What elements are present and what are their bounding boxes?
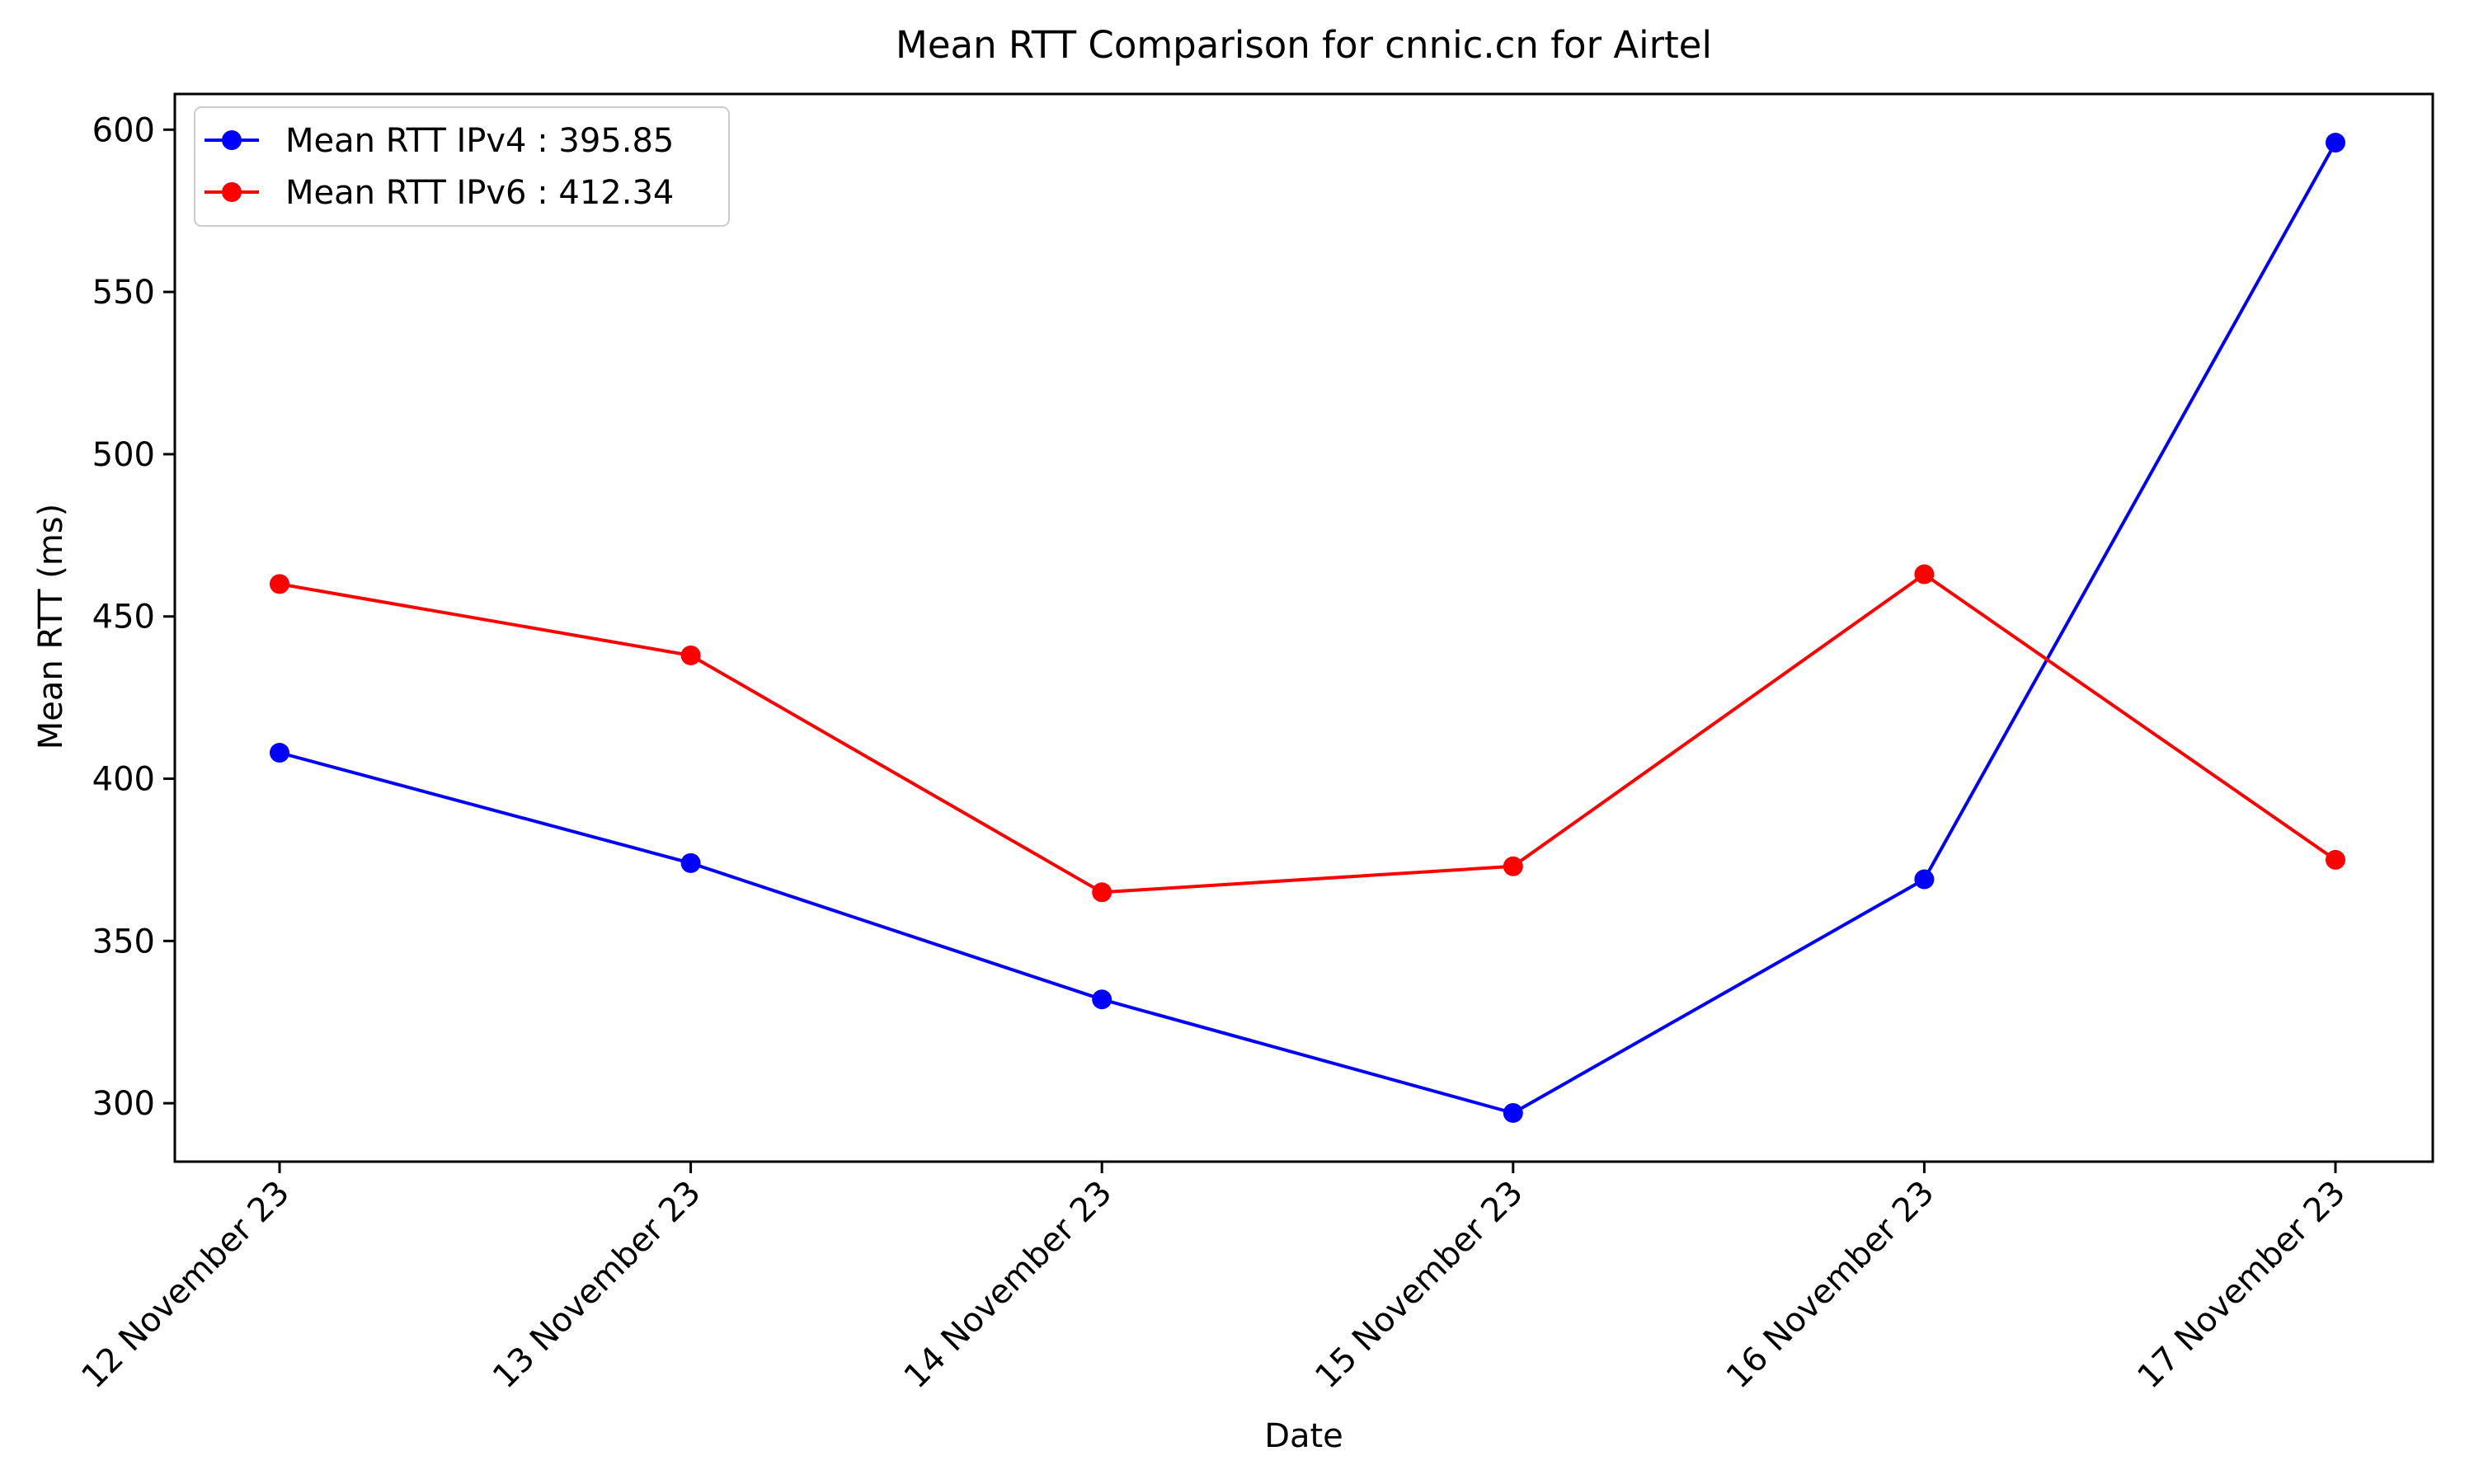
y-tick-label: 550 <box>92 274 155 312</box>
y-tick-label: 400 <box>92 761 155 799</box>
data-point <box>2326 133 2345 153</box>
data-point <box>680 852 701 873</box>
legend-label: Mean RTT IPv4 : 395.85 <box>285 122 674 160</box>
chart-title: Mean RTT Comparison for cnnic.cn for Air… <box>896 23 1712 67</box>
data-point <box>1503 1102 1523 1123</box>
x-axis-label: Date <box>1264 1417 1343 1455</box>
legend: Mean RTT IPv4 : 395.85 Mean RTT IPv6 : 41… <box>194 106 730 227</box>
legend-marker <box>222 130 242 150</box>
x-tick-label: 17 November 23 <box>2130 1174 2353 1397</box>
y-tick-label: 350 <box>92 923 155 960</box>
x-tick-label: 12 November 23 <box>74 1174 297 1397</box>
x-tick-label: 14 November 23 <box>897 1174 1120 1397</box>
data-point <box>270 743 289 763</box>
legend-marker <box>222 182 242 202</box>
y-tick-label: 500 <box>92 436 155 474</box>
data-point <box>1914 869 1935 890</box>
plot-area <box>175 94 2433 1162</box>
series-layer <box>270 133 2345 1123</box>
x-tick-label: 15 November 23 <box>1308 1174 1531 1397</box>
series-line-ipv6 <box>279 572 2337 895</box>
data-point <box>2326 849 2345 870</box>
data-point <box>1914 564 1935 585</box>
legend-box <box>194 106 730 227</box>
x-tick-label: 16 November 23 <box>1719 1174 1942 1397</box>
y-tick-label: 600 <box>92 111 155 149</box>
data-point <box>1503 856 1523 876</box>
plot-frame <box>173 92 2434 1163</box>
data-point <box>270 574 289 594</box>
legend-label: Mean RTT IPv6 : 412.34 <box>285 174 674 212</box>
data-point <box>1092 989 1112 1010</box>
y-tick-label: 450 <box>92 599 155 636</box>
data-point <box>1092 882 1112 903</box>
series-line-ipv4 <box>279 142 2337 1115</box>
y-tick-label: 300 <box>92 1085 155 1123</box>
data-point <box>680 645 701 665</box>
x-tick-label: 13 November 23 <box>486 1174 708 1397</box>
y-axis-label: Mean RTT (ms) <box>32 504 70 749</box>
